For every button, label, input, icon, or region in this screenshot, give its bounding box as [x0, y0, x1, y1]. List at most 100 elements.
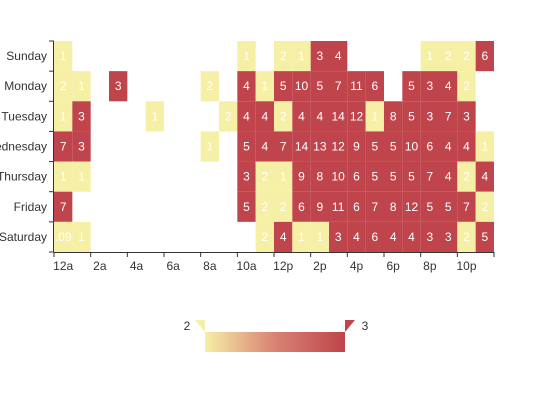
heatmap-cell[interactable] [475, 191, 494, 222]
heatmap-cell[interactable] [292, 41, 311, 72]
heatmap-cell[interactable] [310, 101, 329, 132]
heatmap-cell[interactable] [457, 71, 476, 102]
heatmap-cell[interactable] [54, 161, 73, 192]
heatmap-cell[interactable] [72, 71, 91, 102]
heatmap-cell[interactable] [384, 221, 403, 252]
heatmap-cell[interactable] [274, 71, 293, 102]
heatmap-cell[interactable] [329, 101, 348, 132]
heatmap-cell[interactable] [310, 221, 329, 252]
heatmap-cell[interactable] [255, 161, 274, 192]
heatmap-cell[interactable] [439, 221, 458, 252]
heatmap-cell[interactable] [365, 131, 384, 162]
heatmap-cell[interactable] [475, 41, 494, 72]
heatmap-cell[interactable] [310, 41, 329, 72]
visual-map-min-handle[interactable] [195, 320, 205, 332]
heatmap-cell[interactable] [402, 101, 421, 132]
heatmap-cell[interactable] [292, 221, 311, 252]
heatmap-cell[interactable] [420, 131, 439, 162]
heatmap-cell[interactable] [457, 221, 476, 252]
visual-map-bar[interactable] [205, 332, 345, 352]
heatmap-cell[interactable] [475, 131, 494, 162]
heatmap-cell[interactable] [237, 161, 256, 192]
heatmap-cell[interactable] [310, 71, 329, 102]
heatmap-cell[interactable] [329, 41, 348, 72]
heatmap-cell[interactable] [329, 131, 348, 162]
heatmap-cell[interactable] [365, 161, 384, 192]
heatmap-cell[interactable] [457, 131, 476, 162]
heatmap-cell[interactable] [420, 221, 439, 252]
heatmap-cell[interactable] [292, 191, 311, 222]
heatmap-cell[interactable] [457, 41, 476, 72]
heatmap-cell[interactable] [292, 101, 311, 132]
heatmap-cell[interactable] [384, 131, 403, 162]
heatmap-cell[interactable] [237, 71, 256, 102]
heatmap-cell[interactable] [255, 221, 274, 252]
heatmap-cell[interactable] [200, 71, 219, 102]
heatmap-cell[interactable] [255, 101, 274, 132]
heatmap-cell[interactable] [274, 221, 293, 252]
heatmap-cell[interactable] [310, 191, 329, 222]
heatmap-cell[interactable] [145, 101, 164, 132]
heatmap-cell[interactable] [72, 131, 91, 162]
heatmap-cell[interactable] [457, 191, 476, 222]
heatmap-cell[interactable] [457, 161, 476, 192]
heatmap-cell[interactable] [347, 71, 366, 102]
heatmap-cell[interactable] [420, 41, 439, 72]
heatmap-cell[interactable] [255, 71, 274, 102]
heatmap-cell[interactable] [439, 41, 458, 72]
heatmap-cell[interactable] [329, 161, 348, 192]
heatmap-cell[interactable] [274, 101, 293, 132]
heatmap-cell[interactable] [310, 131, 329, 162]
heatmap-cell[interactable] [420, 101, 439, 132]
heatmap-cell[interactable] [439, 191, 458, 222]
heatmap-cell[interactable] [72, 101, 91, 132]
heatmap-cell[interactable] [365, 101, 384, 132]
heatmap-cell[interactable] [365, 71, 384, 102]
heatmap-cell[interactable] [439, 101, 458, 132]
heatmap-cell[interactable] [292, 71, 311, 102]
heatmap-cell[interactable] [54, 71, 73, 102]
heatmap-cell[interactable] [255, 131, 274, 162]
visual-map-max-handle[interactable] [345, 320, 355, 332]
heatmap-cell[interactable] [439, 131, 458, 162]
heatmap-cell[interactable] [384, 191, 403, 222]
heatmap-cell[interactable] [439, 161, 458, 192]
heatmap-cell[interactable] [329, 191, 348, 222]
heatmap-cell[interactable] [292, 161, 311, 192]
heatmap-cell[interactable] [347, 101, 366, 132]
heatmap-cell[interactable] [200, 131, 219, 162]
heatmap-cell[interactable] [54, 101, 73, 132]
heatmap-cell[interactable] [420, 71, 439, 102]
heatmap-cell[interactable] [54, 191, 73, 222]
heatmap-cell[interactable] [274, 41, 293, 72]
heatmap-cell[interactable] [475, 161, 494, 192]
heatmap-cell[interactable] [420, 191, 439, 222]
heatmap-cell[interactable] [347, 191, 366, 222]
heatmap-cell[interactable] [237, 191, 256, 222]
heatmap-cell[interactable] [402, 131, 421, 162]
heatmap-cell[interactable] [347, 221, 366, 252]
heatmap-cell[interactable] [384, 161, 403, 192]
heatmap-cell[interactable] [457, 101, 476, 132]
heatmap-cell[interactable] [347, 161, 366, 192]
heatmap-cell[interactable] [365, 191, 384, 222]
heatmap-cell[interactable] [219, 101, 238, 132]
heatmap-cell[interactable] [54, 41, 73, 72]
heatmap-cell[interactable] [274, 131, 293, 162]
heatmap-cell[interactable] [237, 41, 256, 72]
heatmap-cell[interactable] [109, 71, 128, 102]
heatmap-cell[interactable] [475, 221, 494, 252]
heatmap-cell[interactable] [274, 161, 293, 192]
heatmap-cell[interactable] [365, 221, 384, 252]
heatmap-cell[interactable] [237, 131, 256, 162]
heatmap-cell[interactable] [54, 131, 73, 162]
heatmap-cell[interactable] [402, 221, 421, 252]
heatmap-cell[interactable] [402, 161, 421, 192]
heatmap-cell[interactable] [402, 71, 421, 102]
heatmap-cell[interactable] [384, 101, 403, 132]
heatmap-cell[interactable] [72, 221, 91, 252]
heatmap-cell[interactable] [310, 161, 329, 192]
heatmap-cell[interactable] [329, 71, 348, 102]
heatmap-cell[interactable] [237, 101, 256, 132]
